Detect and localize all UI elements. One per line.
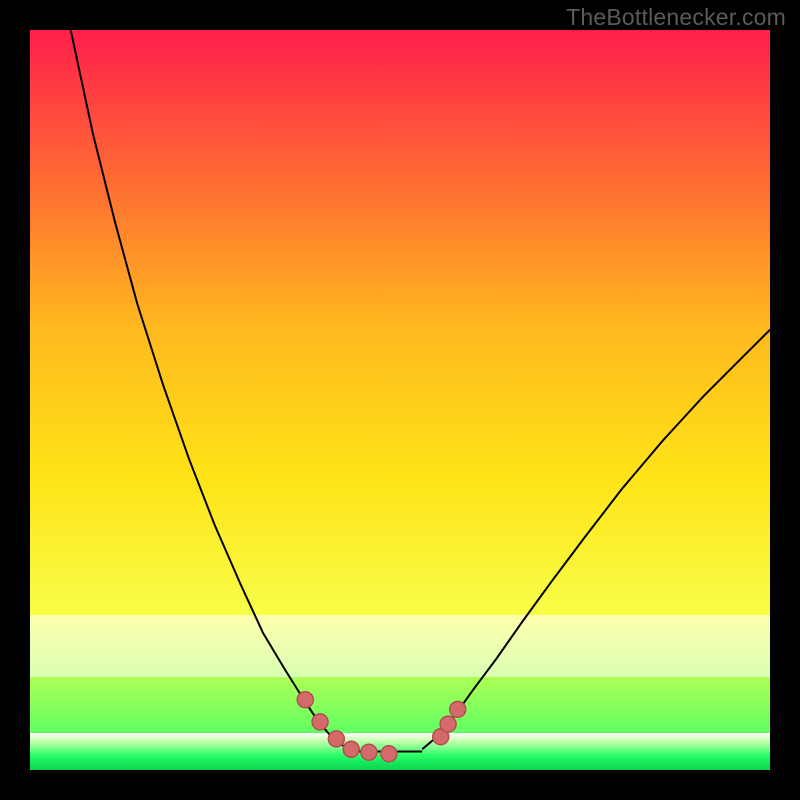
watermark-text: TheBottlenecker.com: [566, 4, 786, 31]
chart-frame: TheBottlenecker.com: [0, 0, 800, 800]
bottleneck-curve: [0, 0, 800, 800]
